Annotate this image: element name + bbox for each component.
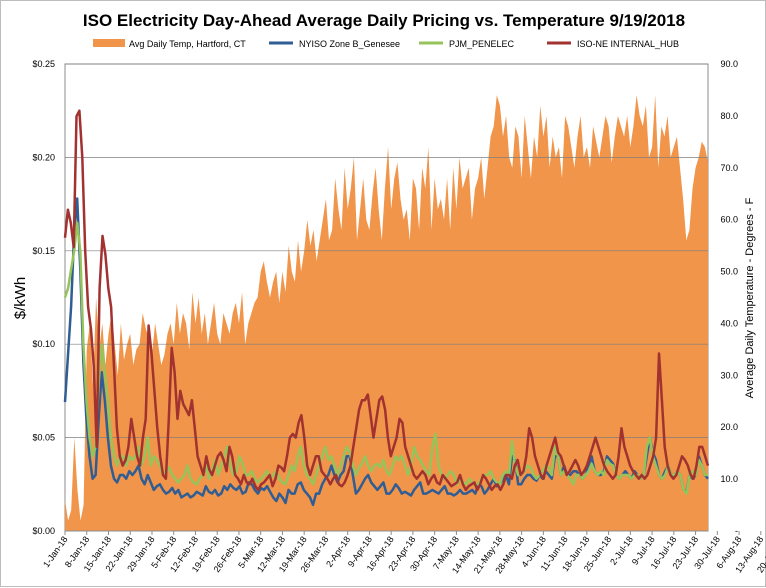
y-tick-left: $0.20 [32,152,55,162]
y-tick-right: - [735,526,738,536]
series-line-1 [63,221,708,495]
y-ticks-left: $0.00 $0.05 $0.10 $0.15 $0.20 $0.25 [32,59,55,536]
chart-title: ISO Electricity Day-Ahead Average Daily … [83,11,685,30]
y-tick-right: 30.0 [720,370,738,380]
y-axis-label-right: Average Daily Temperature - Degrees - F [744,197,756,398]
legend-label-0: Avg Daily Temp, Hartford, CT [129,39,246,49]
y-tick-right: 80.0 [720,111,738,121]
legend: Avg Daily Temp, Hartford, CT NYISO Zone B… [93,39,679,49]
legend-label-2: PJM_PENELEC [449,39,515,49]
legend-label-1: NYISO Zone B_Genesee [299,39,400,49]
series-area-temp [65,95,708,531]
legend-label-3: ISO-NE INTERNAL_HUB [577,39,679,49]
y-tick-left: $0.05 [32,433,55,443]
y-tick-left: $0.15 [32,246,55,256]
y-tick-right: 90.0 [720,59,738,69]
y-tick-left: $0.25 [32,59,55,69]
y-ticks-right: - 10.0 20.0 30.0 40.0 50.0 60.0 70.0 80.0 90.0 [720,59,738,536]
y-axis-label-left: $/kWh [12,277,29,320]
y-tick-right: 40.0 [720,318,738,328]
y-tick-right: 20.0 [720,422,738,432]
series-line-0 [63,197,709,507]
y-tick-left: $0.00 [32,526,55,536]
y-tick-right: 10.0 [720,474,738,484]
x-ticks: 1-Jan-188-Jan-1815-Jan-1822-Jan-1829-Jan… [41,531,766,575]
y-tick-left: $0.10 [32,339,55,349]
y-tick-right: 50.0 [720,267,738,277]
gridlines [65,63,708,438]
y-tick-right: 70.0 [720,163,738,173]
legend-swatch-0 [93,39,125,47]
series-line-2 [63,109,710,492]
y-tick-right: 60.0 [720,215,738,225]
